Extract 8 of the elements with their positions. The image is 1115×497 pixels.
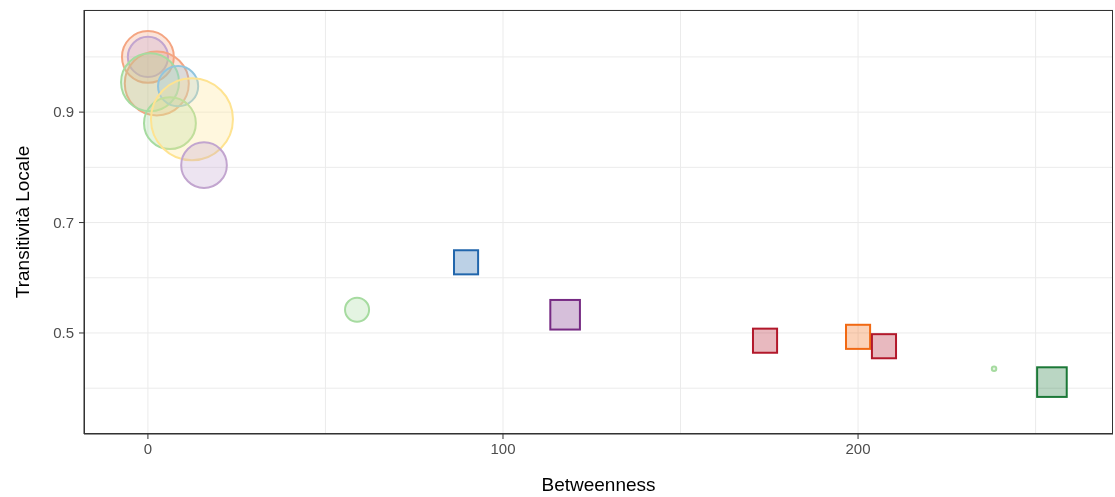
x-tick-label: 0 (143, 440, 153, 457)
y-axis-title: Transitività Locale (11, 145, 33, 299)
y-tick-label: 0.9 (53, 103, 74, 121)
x-tick-label: 200 (845, 440, 871, 457)
y-tick-label: 0.5 (53, 323, 74, 341)
x-axis-title: Betweenness (541, 474, 656, 495)
x-tick-label: 100 (490, 440, 516, 457)
y-tick-label: 0.7 (53, 213, 74, 231)
